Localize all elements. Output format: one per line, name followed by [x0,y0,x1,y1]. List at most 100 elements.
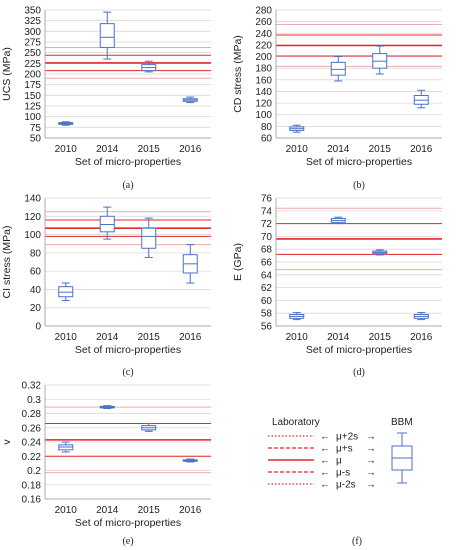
x-tick-label: 2015 [138,144,161,155]
y-tick-label: 240 [255,29,272,40]
y-tick-label: 56 [261,322,273,333]
box-2015 [372,45,388,75]
y-tick-label: 0.16 [22,495,42,506]
y-tick-label: 40 [30,285,42,296]
box-2014 [99,405,115,410]
x-axis-label: Set of micro-properties [306,156,412,168]
y-tick-label: 120 [255,99,272,110]
y-tick-label: 0.22 [22,452,42,463]
legend-row: ← μ+s → [268,444,376,455]
x-tick-label: 2014 [96,144,119,155]
y-tick-label: 60 [30,267,42,278]
x-tick-label: 2016 [410,144,433,155]
box-2015 [141,422,157,432]
x-tick-label: 2015 [369,144,392,155]
y-tick-label: 120 [24,212,41,223]
y-tick-label: 200 [24,70,41,81]
y-tick-label: 60 [261,296,273,307]
box-2014 [330,56,346,82]
legend-item-label: μ+s [336,444,353,455]
x-tick-label: 2010 [286,332,309,343]
x-tick-label: 2015 [138,332,161,343]
x-tick-label: 2016 [179,144,202,155]
x-tick-label: 2016 [410,332,433,343]
y-tick-label: 225 [24,59,41,70]
legend-panel: Laboratory BBM ← μ+2s → ← μ+s → ← μ → ← μ-s → ← μ-2s →… [268,417,413,547]
box-2015 [141,60,157,73]
x-tick-label: 2014 [96,505,119,516]
box-2016 [182,458,198,463]
y-tick-label: 160 [255,75,272,86]
panel-caption-d: (d) [353,367,365,378]
x-tick-label: 2014 [327,332,350,343]
panel-caption-c: (c) [122,367,133,378]
y-tick-label: 0.24 [22,438,42,449]
legend-item-label: μ-s [336,468,350,479]
y-tick-label: 68 [261,245,273,256]
arrow-right-icon: → [366,468,376,479]
y-tick-label: 0.32 [22,381,42,392]
x-axis-label: Set of micro-properties [75,517,181,529]
panel-caption-e: (e) [122,536,133,547]
y-tick-label: 20 [30,303,42,314]
arrow-right-icon: → [366,456,376,467]
x-tick-label: 2010 [286,144,309,155]
x-tick-label: 2010 [55,144,78,155]
x-axis-label: Set of micro-properties [75,344,181,356]
legend-item-label: μ [336,456,342,467]
y-tick-label: 58 [261,309,273,320]
y-tick-label: 300 [24,27,41,38]
legend-bbm-label: BBM [391,417,413,428]
legend-laboratory-label: Laboratory [272,417,320,428]
y-axis-label: CD stress (MPa) [232,35,244,113]
x-tick-label: 2015 [138,505,161,516]
legend-row: ← μ+2s → [268,432,376,443]
y-tick-label: 66 [261,258,273,269]
y-tick-label: 60 [261,134,273,145]
box-2010 [58,121,74,126]
y-tick-label: 80 [30,248,42,259]
x-tick-label: 2010 [55,505,78,516]
box-2016 [182,96,198,104]
y-tick-label: 0.18 [22,480,42,491]
y-tick-label: 75 [30,123,42,134]
y-tick-label: 140 [24,194,41,205]
box-2014 [99,206,115,240]
box-2015 [372,249,388,256]
y-axis-label: v [1,439,13,445]
legend-item-label: μ+2s [336,432,358,443]
y-tick-label: 0.28 [22,409,42,420]
box-2014 [99,11,115,60]
arrow-left-icon: ← [320,468,330,479]
y-axis-label: CI stress (MPa) [1,226,13,299]
y-tick-label: 72 [261,219,273,230]
legend-row: ← μ-2s → [268,480,376,491]
box-2010 [289,312,305,321]
y-axis-label: E (GPa) [232,243,244,281]
y-tick-label: 250 [24,48,41,59]
legend-row: ← μ → [268,456,376,467]
y-tick-label: 70 [261,232,273,243]
arrow-right-icon: → [366,480,376,491]
y-tick-label: 62 [261,283,273,294]
box-2014 [330,216,346,225]
box-2010 [58,282,74,301]
legend-box-icon [391,432,413,484]
legend-item-label: μ-2s [336,480,356,491]
box-2016 [413,89,429,109]
y-tick-label: 140 [255,87,272,98]
y-tick-label: 275 [24,38,41,49]
y-tick-label: 64 [261,270,273,281]
y-tick-label: 0 [35,322,41,333]
arrow-right-icon: → [366,432,376,443]
x-axis-label: Set of micro-properties [75,156,181,168]
panel-caption-b: (b) [353,180,365,191]
y-tick-label: 260 [255,17,272,28]
chart-e: 0.16 0.18 0.2 0.22 0.24 0.26 0.28 0.3 0.32 2010 20… [1,381,211,547]
arrow-left-icon: ← [320,480,330,491]
y-tick-label: 100 [24,230,41,241]
